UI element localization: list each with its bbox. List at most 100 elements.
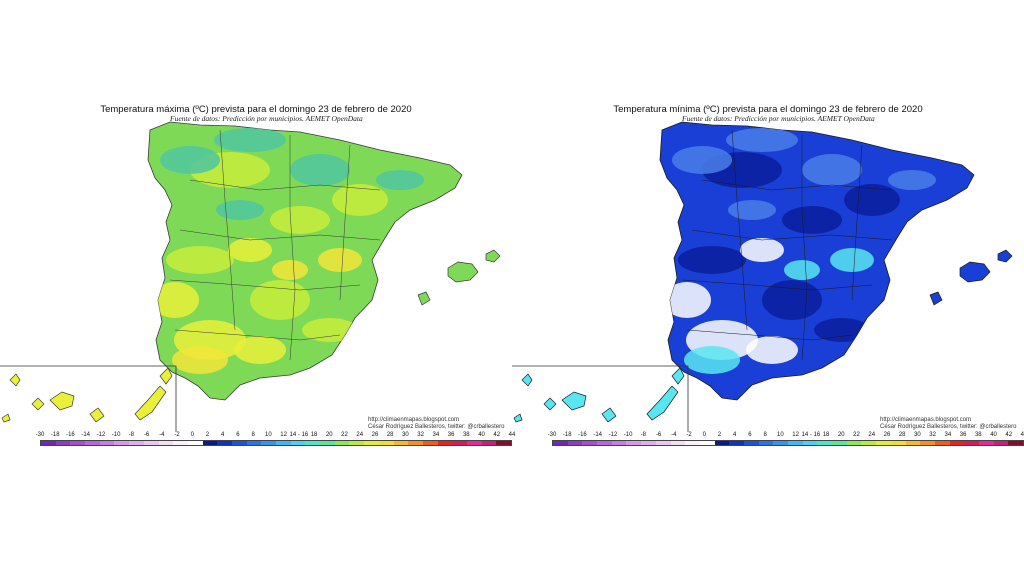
legend-label: -16 [578, 432, 587, 438]
legend-swatch [276, 441, 291, 445]
balearic-island [447, 261, 479, 283]
legend-label: 6 [236, 432, 240, 438]
legend-swatch [582, 441, 598, 445]
legend-label: -14 [81, 432, 91, 438]
balearic-island [929, 291, 943, 306]
legend-label: 24 [356, 432, 364, 438]
legend-label: 10 [777, 432, 784, 438]
temperature-patch [782, 206, 842, 234]
legend-label: 42 [1005, 432, 1013, 438]
balearic-island [959, 261, 991, 283]
legend-label: 20 [837, 432, 845, 438]
legend-label: 34 [944, 432, 952, 438]
canary-island [513, 413, 523, 423]
legend-labels: -30 -18 -16 -14 -12 -10 -8 -6 -4 -2 0 2 4 6 8 10 12 14 - … [36, 432, 516, 440]
map-subtitle: Fuente de datos: Predicción por municipi… [682, 114, 875, 123]
credit-url: http://climaenmapas.blogspot.com [880, 417, 972, 423]
legend-label: -6 [655, 432, 662, 438]
legend-label: 12 [280, 432, 287, 438]
legend-label: 28 [898, 432, 906, 438]
legend-swatch [408, 441, 423, 445]
map-credit: http://climaenmapas.blogspot.com César R… [368, 417, 504, 431]
legend-swatch [949, 441, 965, 445]
legend-label: 18 [822, 432, 830, 438]
legend-label: -12 [608, 432, 618, 438]
legend-label: -30 [35, 432, 45, 438]
legend-label: 2 [205, 432, 210, 438]
legend-swatch [890, 441, 906, 445]
legend-label: 34 [432, 432, 440, 438]
legend-swatch [964, 441, 979, 445]
temperature-patch [830, 248, 874, 272]
temperature-patch [740, 238, 784, 262]
legend-swatch [481, 441, 497, 445]
legend-swatch [143, 441, 159, 445]
temperature-patch [784, 260, 820, 280]
legend-color-bar [552, 440, 1024, 446]
canary-island [646, 385, 679, 421]
legend-label: 40 [478, 432, 485, 438]
legend-swatch [99, 441, 115, 445]
legend-swatch [70, 441, 86, 445]
legend-label: 30 [914, 432, 921, 438]
legend-swatch [187, 441, 203, 445]
legend-label: -18 [562, 432, 572, 438]
legend-swatch [334, 441, 350, 445]
legend-swatch [452, 441, 467, 445]
legend-swatch [217, 441, 232, 445]
temperature-patch [318, 248, 362, 272]
legend-label: 26 [371, 432, 379, 438]
legend-label: 38 [462, 432, 470, 438]
temperature-patch [802, 154, 862, 186]
spain-map-max [0, 121, 501, 432]
province-border [731, 129, 748, 331]
legend-color-bar [40, 440, 512, 446]
legend-swatch [743, 441, 759, 445]
legend-swatch [699, 441, 715, 445]
credit-author: César Rodríguez Ballesteros, twitter: @c… [880, 424, 1017, 430]
temperature-patch [172, 346, 228, 374]
temperature-patch [844, 184, 900, 216]
legend-swatch [876, 441, 891, 445]
legend-label: 12 [792, 432, 799, 438]
temperature-patch [888, 170, 936, 190]
legend-label: 26 [883, 432, 891, 438]
legend-swatch [378, 441, 394, 445]
canary-island [561, 391, 587, 411]
legend-swatch [758, 441, 774, 445]
temperature-patch [216, 200, 264, 220]
legend-swatch [1008, 441, 1023, 445]
legend-swatch [55, 441, 71, 445]
temperature-patch [160, 146, 220, 174]
legend-swatch [364, 441, 379, 445]
legend-swatch [496, 441, 511, 445]
temperature-patch [728, 200, 776, 220]
legend-swatch [466, 441, 482, 445]
province-border [289, 135, 296, 361]
canary-island [601, 407, 617, 423]
legend-swatch [246, 441, 262, 445]
legend-label: 36 [959, 432, 967, 438]
legend-swatch [173, 441, 188, 445]
legend-swatch [846, 441, 862, 445]
temperature-patch [234, 336, 286, 364]
province-border [801, 135, 808, 361]
temperature-patch [684, 346, 740, 374]
map-panel-min: Temperatura mínima (ºC) prevista para el… [512, 0, 1024, 576]
legend-label: 2 [717, 432, 722, 438]
legend-labels: -30 -18 -16 -14 -12 -10 -8 -6 -4 -2 0 2 4 6 8 10 12 14 - … [548, 432, 1024, 440]
legend-label: 44 [508, 432, 516, 438]
canary-island [1, 413, 11, 423]
canary-inset-frame [0, 365, 177, 432]
legend-label: 8 [251, 432, 255, 438]
legend-label: 36 [447, 432, 455, 438]
temperature-patch [726, 128, 798, 152]
canary-island [543, 397, 557, 411]
legend-label: 10 [265, 432, 272, 438]
legend-swatch [158, 441, 174, 445]
temperature-patch [302, 318, 358, 342]
province-border [174, 329, 341, 341]
legend-swatch [934, 441, 950, 445]
legend-label: 30 [402, 432, 409, 438]
legend-swatch [553, 441, 568, 445]
